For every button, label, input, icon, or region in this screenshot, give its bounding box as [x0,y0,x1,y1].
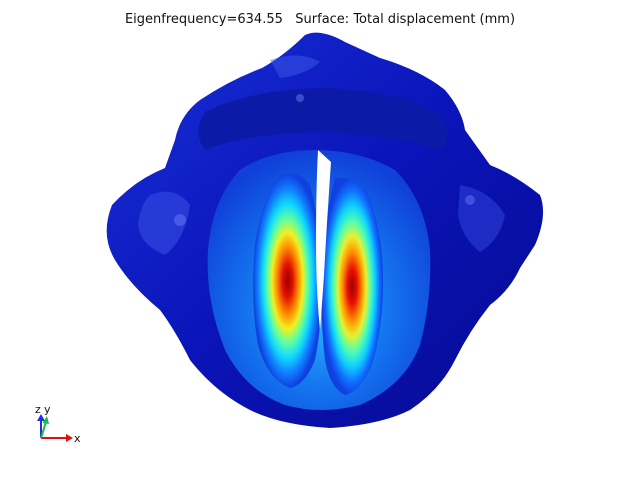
y-axis-label: y [44,403,51,416]
shell-speckle [465,195,475,205]
upper-ring [198,88,448,150]
glottal-gap [316,150,331,330]
y-axis-line [40,421,47,439]
shell-highlight-left [138,191,190,255]
z-axis-label: z [35,403,41,416]
x-axis-label: x [74,432,81,445]
right-vocal-fold [321,177,384,395]
surface-label: Surface: Total displacement (mm) [295,12,516,27]
eigenfrequency-label: Eigenfrequency=634.55 [124,12,283,27]
vocal-fold-model[interactable] [106,32,544,429]
shell-speckle [296,94,304,102]
x-axis-arrow [66,434,73,442]
shell-speckle [174,214,186,226]
axes-triad: x z y [35,403,81,445]
left-vocal-fold [253,173,323,388]
shell-highlight-top [270,55,320,78]
y-axis-arrow [42,416,49,424]
z-axis-arrow [37,414,45,421]
plot-title: Eigenfrequency=634.55 Surface: Total dis… [0,12,640,27]
